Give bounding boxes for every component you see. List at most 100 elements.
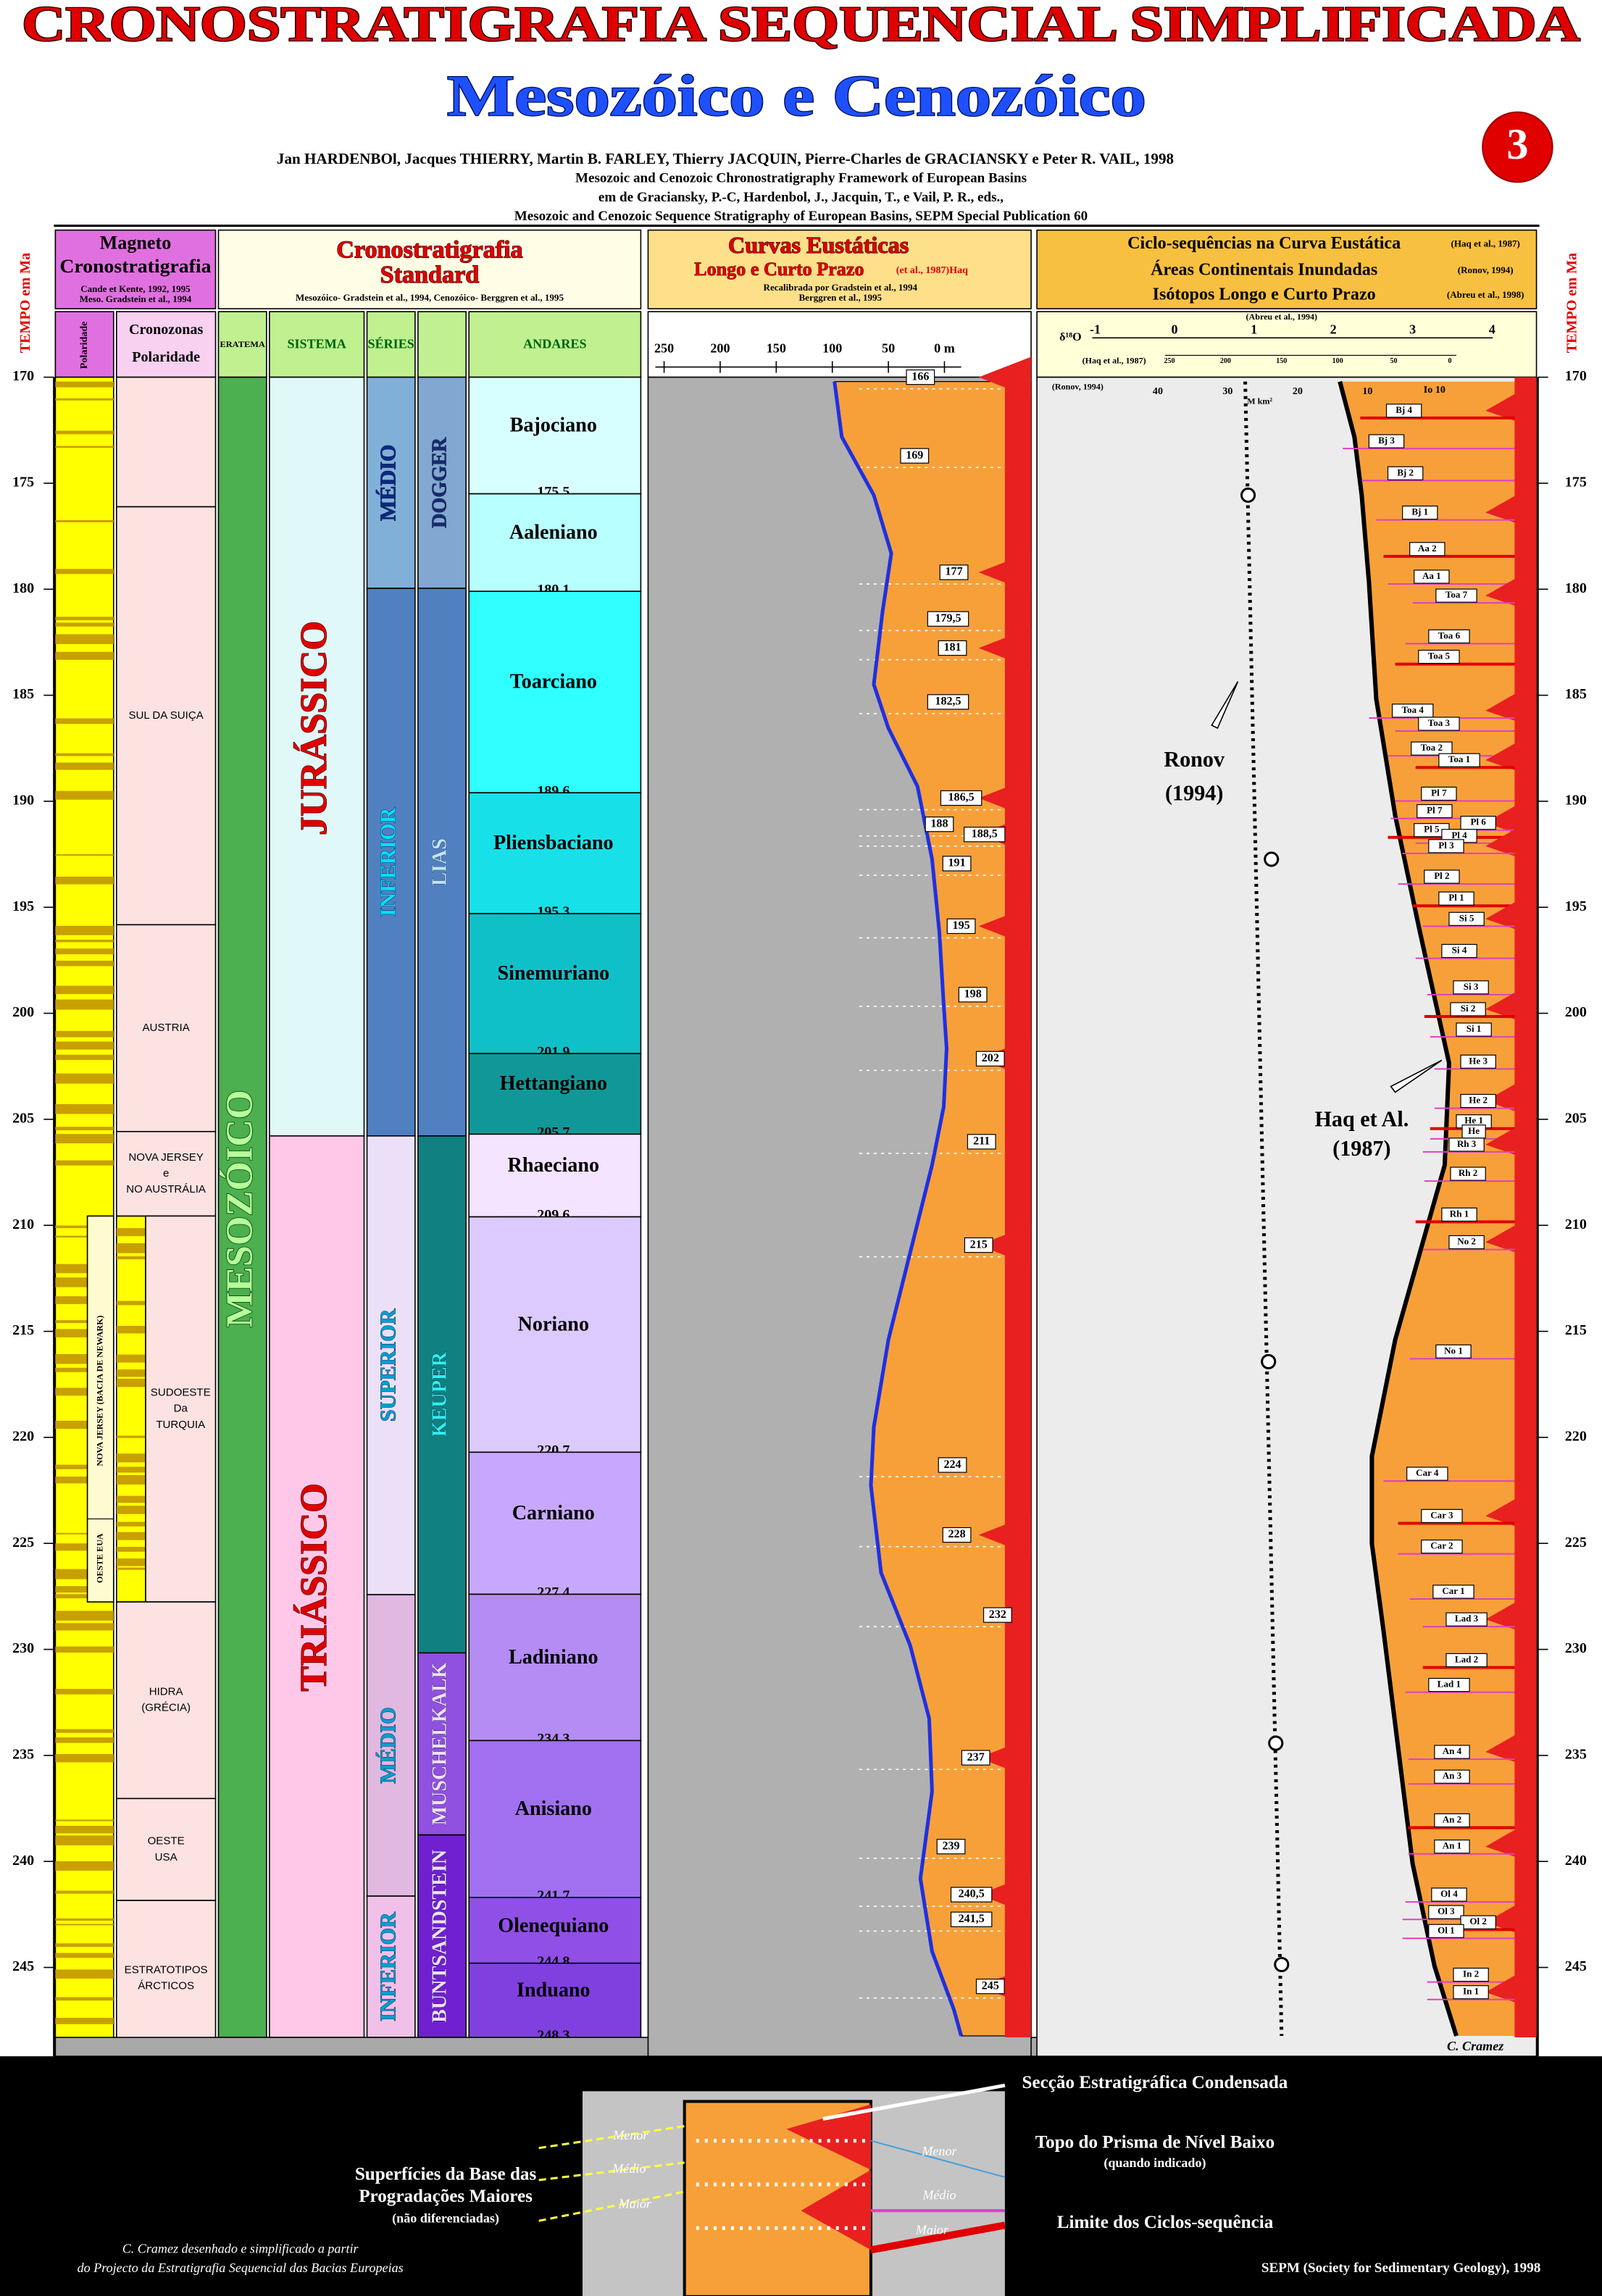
label: Bajociano — [510, 414, 597, 436]
time-tick-label: 240 — [1565, 1853, 1587, 1869]
label: Ol 3 — [1438, 1905, 1455, 1916]
label: Aaleniano — [509, 521, 598, 543]
polarity-band — [55, 1532, 114, 1535]
subtitle: Mesozóico e Cenozóico — [447, 64, 1146, 128]
label: Toa 3 — [1428, 717, 1451, 728]
boundary-box — [942, 856, 972, 872]
label: Bj 4 — [1396, 404, 1412, 415]
boundary-box — [936, 1839, 966, 1855]
cycle-box — [1409, 542, 1445, 556]
polarity-band — [55, 1320, 114, 1324]
polarity-band — [55, 2018, 114, 2024]
polarity-band — [116, 1506, 146, 1514]
polarity-band — [116, 1243, 146, 1253]
stage — [468, 376, 642, 495]
label: Médio — [922, 2187, 956, 2202]
label: 211 — [973, 1135, 990, 1148]
label: Toa 4 — [1402, 704, 1424, 715]
boundary-box — [983, 1607, 1012, 1623]
label: 191 — [948, 857, 966, 869]
time-tick-label: 180 — [12, 580, 34, 596]
time-tick-label: 245 — [1565, 1958, 1587, 1974]
polarity-band — [116, 1521, 146, 1527]
ronov-point — [1240, 487, 1256, 503]
pointer — [1390, 1059, 1443, 1093]
time-tick-label: 200 — [12, 1004, 34, 1020]
subseries — [417, 588, 467, 1137]
label: ANDARES — [523, 337, 586, 351]
polarity-band — [55, 1586, 114, 1593]
system — [269, 1135, 365, 2038]
label: Cronostratigrafia — [336, 237, 522, 264]
label: (et al., 1987)Haq — [896, 264, 968, 276]
cycle-box — [1434, 1840, 1470, 1854]
label: (Abreu et al., 1998) — [1447, 289, 1524, 300]
label: 200 — [710, 341, 730, 356]
polarity-band — [55, 430, 114, 435]
time-tick-label: 175 — [12, 475, 34, 490]
label: Cronozonas — [129, 322, 204, 338]
label: Pl 6 — [1470, 817, 1486, 827]
boundary-box — [927, 611, 969, 627]
time-tick-label: 230 — [1565, 1640, 1587, 1656]
cycle-box — [1424, 869, 1460, 884]
stage — [468, 792, 642, 914]
time-tick-label: 245 — [12, 1958, 34, 1974]
label: ÁRCTICOS — [138, 1980, 194, 1992]
ronov-curve — [1243, 381, 1284, 2037]
cycle-box — [1402, 505, 1438, 520]
label: 169 — [906, 449, 923, 462]
boundary-box — [938, 640, 967, 656]
label: Aa 1 — [1422, 570, 1441, 581]
cycle-box — [1450, 1002, 1486, 1016]
cycle-box — [1434, 1769, 1470, 1784]
long-term-curve — [833, 381, 964, 2037]
polarity-column — [115, 1215, 146, 1603]
polarity-band — [116, 1567, 146, 1570]
label: Pl 4 — [1451, 830, 1467, 840]
label: 0 — [1172, 322, 1178, 336]
boundary-box — [900, 448, 930, 464]
label: Haq et Al. — [1314, 1107, 1409, 1132]
stage — [468, 1451, 642, 1595]
polarity-band — [55, 381, 114, 388]
label: AUSTRIA — [142, 1022, 190, 1034]
label: Bj 3 — [1378, 435, 1395, 446]
legend-dash — [538, 2161, 685, 2182]
label: 30 — [1222, 385, 1232, 397]
polarity-band — [55, 1835, 114, 1845]
polarity-band — [55, 519, 114, 522]
label: 20 — [1293, 385, 1303, 397]
cycle-box — [1428, 839, 1464, 853]
label: (Ronov, 1994) — [1052, 381, 1104, 391]
label: Polaridade — [132, 349, 200, 365]
polarity-band — [116, 1435, 146, 1438]
label: (1987) — [1332, 1136, 1390, 1161]
rank-header — [269, 311, 365, 378]
time-tick-label: 215 — [1565, 1322, 1587, 1338]
label: Si 2 — [1461, 1003, 1476, 1014]
label: Menor — [612, 2128, 648, 2142]
axis-title: TEMPO em Ma — [1564, 253, 1580, 353]
label: (1994) — [1165, 780, 1223, 805]
label: Ol 2 — [1469, 1916, 1487, 1926]
label: An 2 — [1443, 1814, 1461, 1825]
chronozone — [115, 1601, 217, 1800]
chronozone — [115, 506, 217, 926]
label: MESOZÓICO — [219, 1090, 261, 1327]
label: No 2 — [1457, 1236, 1476, 1247]
cycle-box — [1406, 1466, 1448, 1481]
boundary-box — [946, 918, 976, 935]
badge — [1482, 111, 1553, 183]
cycle-box — [1417, 803, 1453, 819]
boundary-box — [906, 369, 935, 385]
time-tick-label: 170 — [12, 368, 34, 384]
label: Isótopos Longo e Curto Prazo — [1153, 285, 1376, 304]
cycle-box — [1421, 786, 1457, 801]
cycle-box — [1387, 466, 1424, 480]
polarity-band — [55, 569, 114, 575]
polarity-band — [116, 1453, 146, 1463]
boundary-box — [950, 1887, 993, 1903]
label: ESTRATOTIPOS — [125, 1964, 208, 1976]
label: 202 — [982, 1052, 999, 1064]
